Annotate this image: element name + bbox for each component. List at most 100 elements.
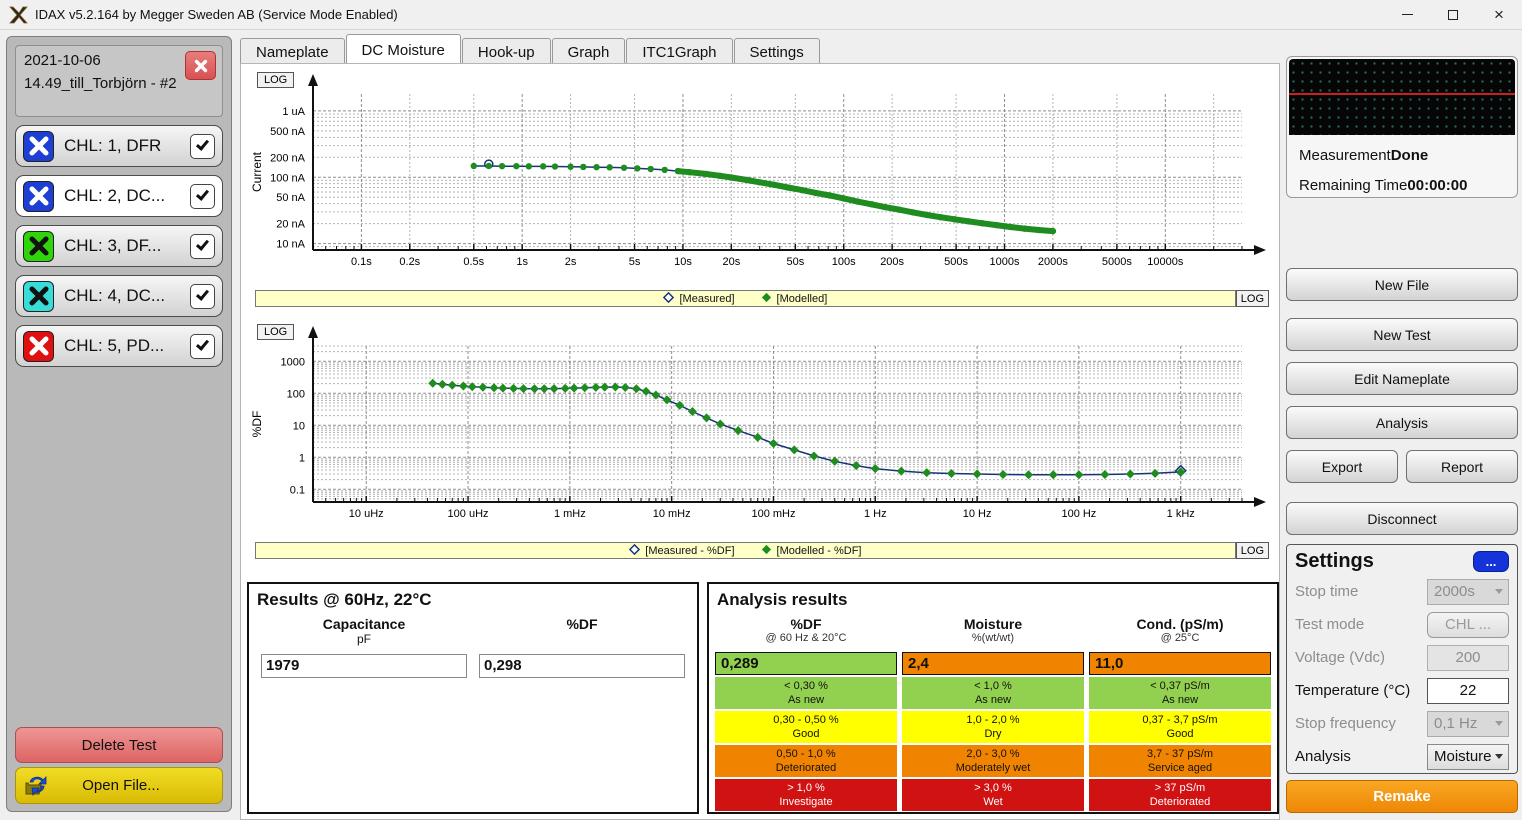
check-icon: [196, 137, 209, 151]
current-vs-time-legend: [Measured] [Modelled]: [255, 290, 1236, 307]
analysis-result-value: 0,289: [715, 652, 897, 675]
analysis-col-header: Moisture: [902, 616, 1084, 632]
chevron-down-icon: [1495, 721, 1503, 726]
setting-row-analysis: AnalysisMoisture: [1287, 740, 1517, 773]
svg-text:10 Hz: 10 Hz: [963, 508, 992, 520]
analysis-button[interactable]: Analysis: [1286, 406, 1518, 439]
channel-4-checkbox[interactable]: [190, 284, 215, 309]
channel-item-2[interactable]: CHL: 2, DC...: [15, 175, 223, 217]
setting-row-test-mode: Test modeCHL ...: [1287, 608, 1517, 641]
tab-settings[interactable]: Settings: [734, 38, 820, 65]
settings-more-button[interactable]: ...: [1473, 551, 1509, 572]
svg-text:1000: 1000: [281, 356, 305, 368]
window-title: IDAX v5.2.164 by Megger Sweden AB (Servi…: [35, 7, 398, 22]
analysis-title: Analysis results: [709, 584, 1277, 610]
channel-4-label: CHL: 4, DC...: [64, 286, 190, 306]
legend-item: [Measured]: [663, 292, 734, 306]
svg-text:100 uHz: 100 uHz: [448, 508, 489, 520]
channel-item-3[interactable]: CHL: 3, DF...: [15, 225, 223, 267]
check-icon: [196, 337, 209, 351]
channel-2-checkbox[interactable]: [190, 184, 215, 209]
tab-hook-up[interactable]: Hook-up: [462, 38, 551, 65]
measured-marker-icon: [663, 292, 674, 306]
remake-button[interactable]: Remake: [1286, 780, 1518, 813]
svg-text:10000s: 10000s: [1147, 256, 1184, 268]
analysis-col-header: Cond. (pS/m): [1089, 616, 1271, 632]
channel-3-checkbox[interactable]: [190, 234, 215, 259]
svg-text:1 kHz: 1 kHz: [1167, 508, 1195, 520]
tab-graph[interactable]: Graph: [552, 38, 626, 65]
control-panel: Measurement Done Remaining Time 00:00:00…: [1284, 0, 1520, 820]
analysis-result-value: 2,4: [902, 652, 1084, 675]
svg-text:10 mHz: 10 mHz: [653, 508, 691, 520]
legend-label: [Measured]: [679, 293, 734, 305]
legend-label: [Modelled - %DF]: [777, 545, 862, 557]
analysis-range-row: 0,50 - 1,0 %Deteriorated: [715, 745, 897, 777]
svg-text:0.5s: 0.5s: [463, 256, 484, 268]
export-button[interactable]: Export: [1286, 450, 1398, 483]
channel-4-x-icon: [23, 281, 54, 312]
svg-text:5000s: 5000s: [1102, 256, 1132, 268]
check-icon: [196, 287, 209, 301]
report-button[interactable]: Report: [1406, 450, 1518, 483]
analysis-col-header: %DF: [715, 616, 897, 632]
channel-item-4[interactable]: CHL: 4, DC...: [15, 275, 223, 317]
svg-text:1: 1: [299, 452, 305, 464]
df-unit: [473, 632, 691, 648]
tab-itc1graph[interactable]: ITC1Graph: [626, 38, 732, 65]
capacitance-unit: pF: [255, 632, 473, 648]
remaining-time-label: Remaining Time: [1299, 177, 1407, 194]
log-scale-toggle[interactable]: LOG: [1236, 542, 1269, 559]
setting-row-stop-frequency: Stop frequency0,1 Hz: [1287, 707, 1517, 740]
svg-text:100 nA: 100 nA: [270, 172, 306, 184]
svg-text:200s: 200s: [880, 256, 904, 268]
new-test-button[interactable]: New Test: [1286, 318, 1518, 351]
setting-label: Analysis: [1295, 748, 1427, 765]
svg-text:10 nA: 10 nA: [276, 239, 305, 251]
log-scale-toggle[interactable]: LOG: [1236, 290, 1269, 307]
legend-label: [Measured - %DF]: [645, 545, 734, 557]
log-scale-toggle[interactable]: LOG: [257, 72, 294, 88]
legend-item: [Modelled]: [761, 292, 828, 306]
log-scale-toggle[interactable]: LOG: [257, 324, 294, 340]
check-icon: [196, 187, 209, 201]
new-file-button[interactable]: New File: [1286, 268, 1518, 301]
channel-1-checkbox[interactable]: [190, 134, 215, 159]
current-vs-time-chart: LOG0.1s0.2s0.5s1s2s5s10s20s50s100s200s50…: [247, 68, 1275, 314]
svg-text:50 nA: 50 nA: [276, 192, 305, 204]
setting-label: Stop frequency: [1295, 715, 1427, 732]
svg-text:5s: 5s: [629, 256, 641, 268]
scope-display: [1289, 59, 1515, 135]
setting-select-analysis[interactable]: Moisture: [1427, 744, 1509, 770]
edit-nameplate-button[interactable]: Edit Nameplate: [1286, 362, 1518, 395]
analysis-column-1: %DF@ 60 Hz & 20°C0,289< 0,30 %As new0,30…: [715, 612, 897, 811]
svg-text:0.1s: 0.1s: [351, 256, 372, 268]
setting-label: Test mode: [1295, 616, 1427, 633]
measurement-status: Done: [1391, 147, 1477, 164]
disconnect-button[interactable]: Disconnect: [1286, 502, 1518, 535]
svg-text:0.2s: 0.2s: [399, 256, 420, 268]
settings-title: Settings: [1295, 550, 1374, 573]
channel-item-5[interactable]: CHL: 5, PD...: [15, 325, 223, 367]
tab-nameplate[interactable]: Nameplate: [240, 38, 345, 65]
close-test-button[interactable]: [185, 51, 216, 80]
setting-row-voltage-vdc-: Voltage (Vdc)200: [1287, 641, 1517, 674]
scope-trace: [1289, 93, 1515, 95]
measurement-label: Measurement: [1299, 147, 1391, 164]
tab-bar: NameplateDC MoistureHook-upGraphITC1Grap…: [240, 34, 1280, 63]
setting-row-stop-time: Stop time2000s: [1287, 575, 1517, 608]
svg-text:500 nA: 500 nA: [270, 126, 306, 138]
svg-text:Current: Current: [250, 151, 264, 192]
df-vs-frequency-chart: LOG10 uHz100 uHz1 mHz10 mHz100 mHz1 Hz10…: [247, 320, 1275, 566]
channel-5-checkbox[interactable]: [190, 334, 215, 359]
tab-dc-moisture[interactable]: DC Moisture: [346, 34, 461, 63]
svg-text:1s: 1s: [516, 256, 528, 268]
delete-test-button[interactable]: Delete Test: [15, 727, 223, 763]
setting-input-temperature-c-[interactable]: 22: [1427, 678, 1509, 704]
svg-text:2000s: 2000s: [1038, 256, 1068, 268]
close-x-icon: [192, 57, 210, 75]
setting-row-temperature-c-: Temperature (°C)22: [1287, 674, 1517, 707]
analysis-range-row: < 0,37 pS/mAs new: [1089, 677, 1271, 709]
channel-item-1[interactable]: CHL: 1, DFR: [15, 125, 223, 167]
open-file-button[interactable]: Open File...: [15, 767, 223, 804]
